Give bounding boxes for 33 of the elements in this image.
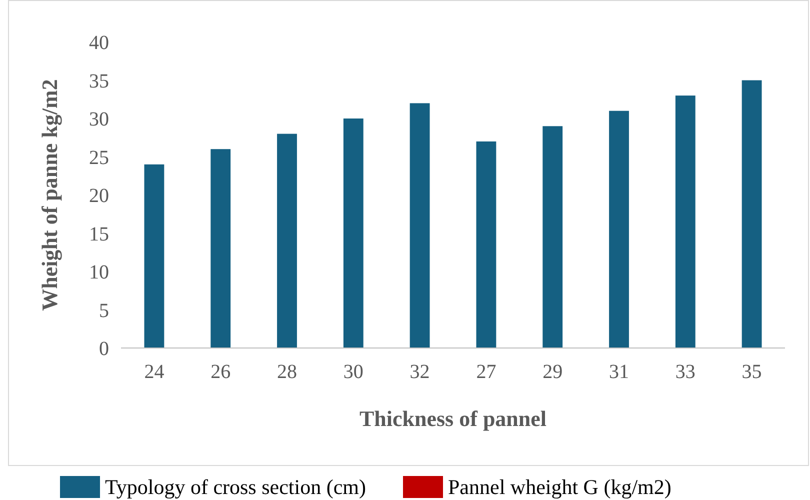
legend-label: Typology of cross section (cm): [105, 475, 366, 499]
x-tick-label: 28: [277, 361, 297, 383]
x-tick-label: 35: [742, 361, 762, 383]
bar: [410, 103, 430, 348]
x-tick-label: 29: [542, 361, 563, 383]
x-tick-label: 27: [476, 361, 496, 383]
y-tick-label: 35: [89, 70, 109, 92]
y-axis-title: Wheight of panne kg/m2: [37, 79, 62, 311]
x-tick-label: 30: [343, 361, 364, 383]
bar: [742, 80, 762, 348]
y-tick-label: 0: [99, 338, 109, 360]
bar: [210, 149, 231, 348]
x-tick-label: 33: [675, 361, 696, 383]
x-tick-label: 26: [210, 361, 231, 383]
y-tick-label: 10: [89, 262, 109, 284]
bar: [277, 134, 297, 348]
y-tick-label: 25: [89, 146, 109, 169]
x-tick-label: 32: [410, 361, 430, 383]
bar: [343, 118, 364, 348]
y-tick-label: 15: [89, 223, 109, 246]
y-tick-label: 5: [99, 300, 109, 322]
y-tick-label: 30: [89, 108, 109, 130]
x-axis-title: Thickness of pannel: [359, 406, 547, 431]
x-tick-label: 31: [609, 361, 629, 383]
bar: [675, 96, 696, 348]
y-tick-label: 40: [89, 32, 109, 54]
bar: [542, 126, 563, 348]
y-tick-label: 20: [89, 185, 109, 207]
legend-label: Pannel wheight G (kg/m2): [448, 475, 672, 499]
x-tick-label: 24: [144, 361, 164, 383]
bar: [144, 164, 164, 348]
bar: [476, 141, 496, 348]
bar: [609, 110, 629, 348]
